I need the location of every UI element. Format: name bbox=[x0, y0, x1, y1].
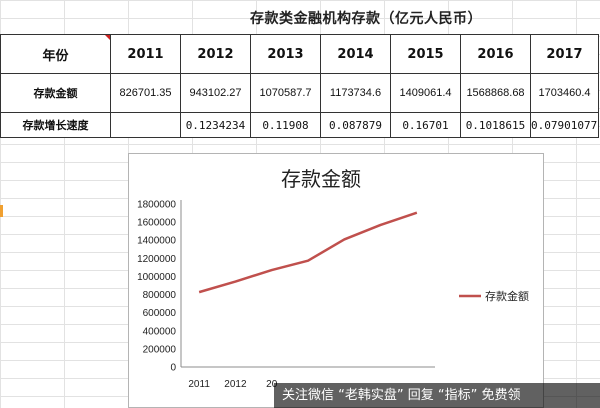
x-tick-label: 2011 bbox=[188, 379, 210, 390]
growth-cell[interactable]: 0.079010771 bbox=[530, 112, 599, 138]
legend-label: 存款金额 bbox=[485, 289, 529, 303]
deposit-chart[interactable]: 存款金额 1800000 1600000 1400000 1200000 1000000 8… bbox=[128, 153, 544, 408]
y-tick-label: 800000 bbox=[143, 290, 177, 301]
deposit-cell[interactable]: 1409061.4 bbox=[390, 73, 461, 113]
y-tick-label: 1600000 bbox=[137, 218, 176, 229]
year-cell[interactable]: 2011 bbox=[110, 34, 181, 74]
chart-canvas: 存款金额 1800000 1600000 1400000 1200000 1000000 8… bbox=[137, 167, 529, 390]
data-table: 年份 2011 2012 2013 2014 2015 2016 2017 存款金额 826… bbox=[0, 34, 599, 138]
year-cell[interactable]: 2013 bbox=[250, 34, 321, 74]
y-tick-label: 400000 bbox=[143, 326, 177, 337]
year-cell[interactable]: 2014 bbox=[320, 34, 391, 74]
growth-cell[interactable]: 0.16701 bbox=[390, 112, 461, 138]
deposit-cell[interactable]: 943102.27 bbox=[180, 73, 251, 113]
series-line bbox=[198, 211, 418, 294]
growth-label-cell[interactable]: 存款增长速度 bbox=[0, 112, 111, 138]
year-header-label: 年份 bbox=[42, 48, 69, 64]
year-header-cell[interactable]: 年份 bbox=[0, 34, 111, 74]
x-tick-label: 20 bbox=[266, 379, 278, 390]
comment-indicator-icon[interactable] bbox=[105, 35, 110, 40]
growth-cell[interactable]: 0.087879 bbox=[320, 112, 391, 138]
row-selection-marker bbox=[0, 205, 3, 217]
deposit-cell[interactable]: 826701.35 bbox=[110, 73, 181, 113]
growth-cell[interactable]: 0.11908 bbox=[250, 112, 321, 138]
year-cell[interactable]: 2017 bbox=[530, 34, 599, 74]
y-tick-label: 1800000 bbox=[137, 200, 176, 211]
y-tick-label: 1400000 bbox=[137, 236, 176, 247]
deposit-cell[interactable]: 1173734.6 bbox=[320, 73, 391, 113]
x-tick-label: 2012 bbox=[224, 379, 247, 390]
sheet-title: 存款类金融机构存款（亿元人民币） bbox=[250, 11, 482, 27]
deposit-cell[interactable]: 1070587.7 bbox=[250, 73, 321, 113]
year-cell[interactable]: 2015 bbox=[390, 34, 461, 74]
y-tick-label: 0 bbox=[170, 363, 176, 374]
y-tick-label: 1200000 bbox=[137, 254, 176, 265]
chart-title: 存款金额 bbox=[281, 167, 361, 191]
growth-cell[interactable] bbox=[110, 112, 181, 138]
year-cell[interactable]: 2016 bbox=[460, 34, 531, 74]
growth-cell[interactable]: 0.1234234 bbox=[180, 112, 251, 138]
deposit-cell[interactable]: 1568868.68 bbox=[460, 73, 531, 113]
promo-watermark: 关注微信 “老韩实盘” 回复 “指标” 免费领 bbox=[274, 383, 600, 408]
deposit-cell[interactable]: 1703460.4 bbox=[530, 73, 599, 113]
year-cell[interactable]: 2012 bbox=[180, 34, 251, 74]
deposit-label-cell[interactable]: 存款金额 bbox=[0, 73, 111, 113]
y-tick-label: 1000000 bbox=[137, 272, 176, 283]
y-tick-label: 600000 bbox=[143, 308, 177, 319]
growth-cell[interactable]: 0.1018615 bbox=[460, 112, 531, 138]
y-tick-label: 200000 bbox=[143, 344, 177, 355]
